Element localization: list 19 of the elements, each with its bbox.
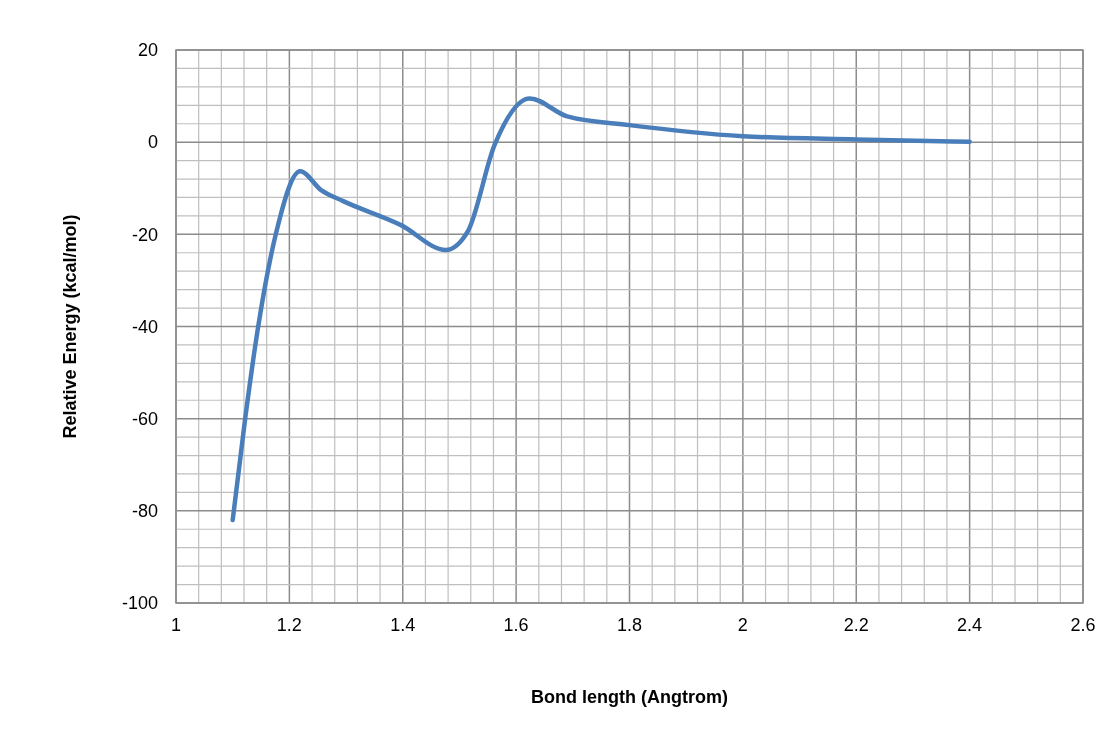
x-tick-label: 1.6	[503, 615, 529, 635]
y-tick-label: 20	[137, 40, 158, 61]
x-tick-label: 1	[170, 615, 182, 635]
x-tick-label: 1.8	[616, 615, 643, 635]
y-tick-label: -80	[131, 501, 158, 522]
x-tick-label: 2.2	[843, 615, 869, 635]
x-tick-label: 1.4	[390, 615, 416, 635]
x-tick-label: 2	[737, 615, 748, 635]
x-tick-label: 2.6	[1070, 615, 1096, 635]
y-tick-label: 0	[147, 132, 158, 153]
line-series	[230, 96, 972, 523]
y-tick-label: -20	[131, 224, 158, 245]
x-tick-label: 1.2	[276, 615, 302, 635]
x-tick-label: 2.4	[957, 615, 983, 635]
y-tick-label: -100	[121, 593, 158, 614]
x-axis-title: Bond length (Angtrom)	[531, 687, 728, 707]
y-tick-label: -40	[131, 316, 158, 337]
y-axis-title: Relative Energy (kcal/mol)	[60, 214, 80, 439]
y-tick-label: -60	[131, 408, 158, 429]
